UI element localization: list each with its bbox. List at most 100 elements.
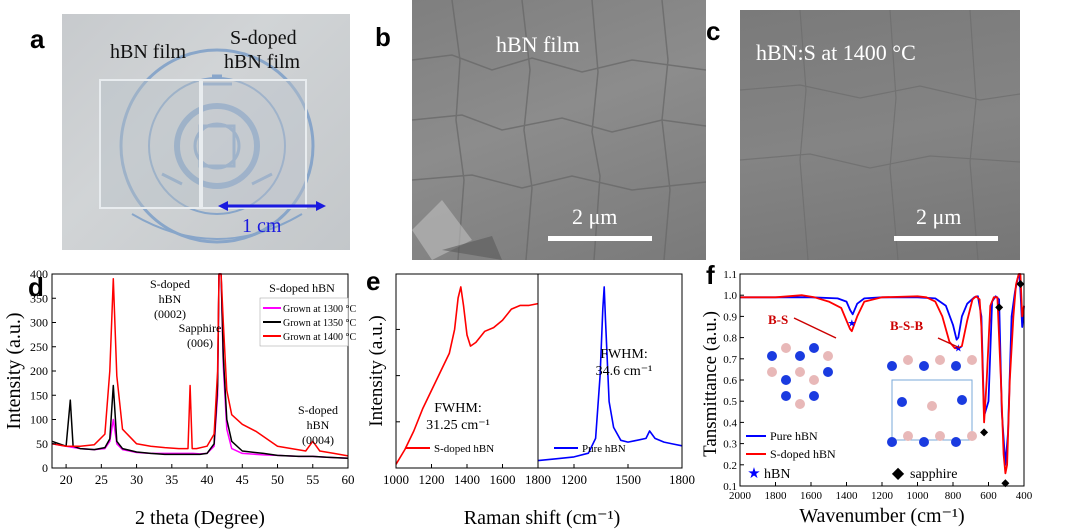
atom (823, 367, 833, 377)
x-tick-label: 55 (306, 472, 319, 487)
plot-frame (395, 273, 539, 469)
x-tick-label: 30 (130, 472, 143, 487)
atom (767, 367, 777, 377)
hbn-star-marker: ★ (954, 344, 963, 355)
atom (967, 431, 977, 441)
legend-entry: Pure hBN (770, 429, 818, 443)
peak-annotation: S-doped (150, 277, 190, 291)
atom (809, 375, 819, 385)
y-tick-label: 0.5 (723, 396, 737, 408)
peak-annotation: hBN (159, 292, 182, 306)
y-tick-label: 200 (30, 364, 48, 378)
legend-entry: Pure hBN (582, 443, 626, 455)
x-tick-label: 600 (980, 490, 997, 502)
x-tick-label: 1800 (765, 490, 788, 502)
atom (935, 355, 945, 365)
sapphire-marker (1001, 479, 1010, 488)
scale-label-1cm: 1 cm (242, 215, 282, 237)
y-tick-label: 0.6 (723, 375, 737, 387)
atom (767, 351, 777, 361)
y-tick-label: 0.9 (723, 311, 737, 323)
y-tick-label: 400 (30, 267, 48, 281)
x-tick-label: 1200 (419, 472, 445, 487)
scale-label: 2 μm (916, 204, 961, 229)
annotation-b-s: B-S (768, 312, 788, 327)
x-tick-label: 45 (236, 472, 249, 487)
x-tick-label: 40 (201, 472, 214, 487)
peak-annotation: (0004) (302, 433, 334, 447)
stack-frame (891, 379, 973, 441)
x-tick-label: 1400 (836, 490, 859, 502)
y-tick-label: 100 (30, 413, 48, 427)
x-tick-label: 1000 (907, 490, 930, 502)
atom (887, 361, 897, 371)
ftir-line-2 (740, 273, 1025, 475)
y-tick-label: 300 (30, 316, 48, 330)
y-tick-label: 0.3 (723, 439, 737, 451)
hbn-star-marker: ★ (847, 318, 856, 329)
y-tick-label: 0.4 (723, 417, 737, 429)
x-tick-label: 1200 (561, 472, 587, 487)
x-tick-label: 1200 (871, 490, 894, 502)
atom (781, 343, 791, 353)
panel-b-sem: hBN film 2 μm (412, 0, 706, 260)
atom (951, 437, 961, 447)
atom (903, 355, 913, 365)
raman-line-1 (395, 286, 539, 465)
raman-line-2 (537, 286, 683, 462)
x-tick-label: 400 (1016, 490, 1033, 502)
y-tick-label: 350 (30, 291, 48, 305)
legend-star-icon: ★ (747, 466, 760, 482)
x-axis-label: Raman shift (cm⁻¹) (464, 507, 621, 529)
scale-label: 2 μm (572, 204, 617, 229)
peak-annotation: (0002) (154, 307, 186, 321)
x-axis-label: Wavenumber (cm⁻¹) (799, 505, 964, 527)
atom (809, 343, 819, 353)
atom (809, 391, 819, 401)
x-tick-label: 1800 (669, 472, 695, 487)
panel-label-e: e (366, 266, 381, 296)
atom (795, 399, 805, 409)
scale-bar (548, 236, 652, 241)
x-tick-label: 800 (945, 490, 962, 502)
x-tick-label: 2000 (729, 490, 752, 502)
x-tick-label: 20 (60, 472, 73, 487)
x-tick-label: 1800 (525, 472, 551, 487)
y-axis-label: Intensity (a.u.) (366, 315, 387, 426)
chart-e-raman: 1000 1200 1400 1600 1800 FWHM: 31.25 cm⁻¹ S-dop… (366, 273, 695, 529)
x-tick-label: 1400 (454, 472, 480, 487)
peak-annotation: Sapphire (179, 321, 222, 335)
sem-title: hBN film (496, 32, 580, 57)
peak-annotation: hBN (307, 418, 330, 432)
plot-frame (537, 273, 683, 469)
atom (957, 395, 967, 405)
y-tick-label: 150 (30, 388, 48, 402)
legend-entry: hBN (764, 467, 790, 482)
panel-a-photo: hBN film S-doped hBN film 1 cm (62, 14, 350, 250)
atom (795, 367, 805, 377)
panel-label-a: a (30, 24, 45, 54)
atom (781, 375, 791, 385)
legend-entry: Grown at 1350 °C (283, 318, 356, 329)
atom (951, 361, 961, 371)
x-tick-label: 35 (165, 472, 178, 487)
panel-label-d: d (28, 272, 44, 302)
atom (823, 351, 833, 361)
fwhm-value: 34.6 cm⁻¹ (596, 364, 653, 379)
s-doped-film-sample (201, 79, 307, 209)
atom (897, 397, 907, 407)
atom (935, 431, 945, 441)
label-s-doped-1: S-doped (230, 27, 297, 49)
peak-annotation: S-doped (298, 403, 338, 417)
y-tick-label: 1.1 (723, 269, 737, 281)
sapphire-marker (980, 428, 989, 437)
series-line-3 (51, 273, 349, 457)
panel-label-b: b (375, 22, 391, 52)
legend-entry: S-doped hBN (434, 443, 494, 455)
atom (903, 431, 913, 441)
y-tick-label: 0 (42, 461, 48, 475)
chart-d-xrd: 20 25 30 35 40 45 50 55 60 0 50 100 150 200 250 300 350 4… (3, 267, 356, 529)
label-s-doped-2: hBN film (224, 51, 301, 73)
atom (919, 361, 929, 371)
